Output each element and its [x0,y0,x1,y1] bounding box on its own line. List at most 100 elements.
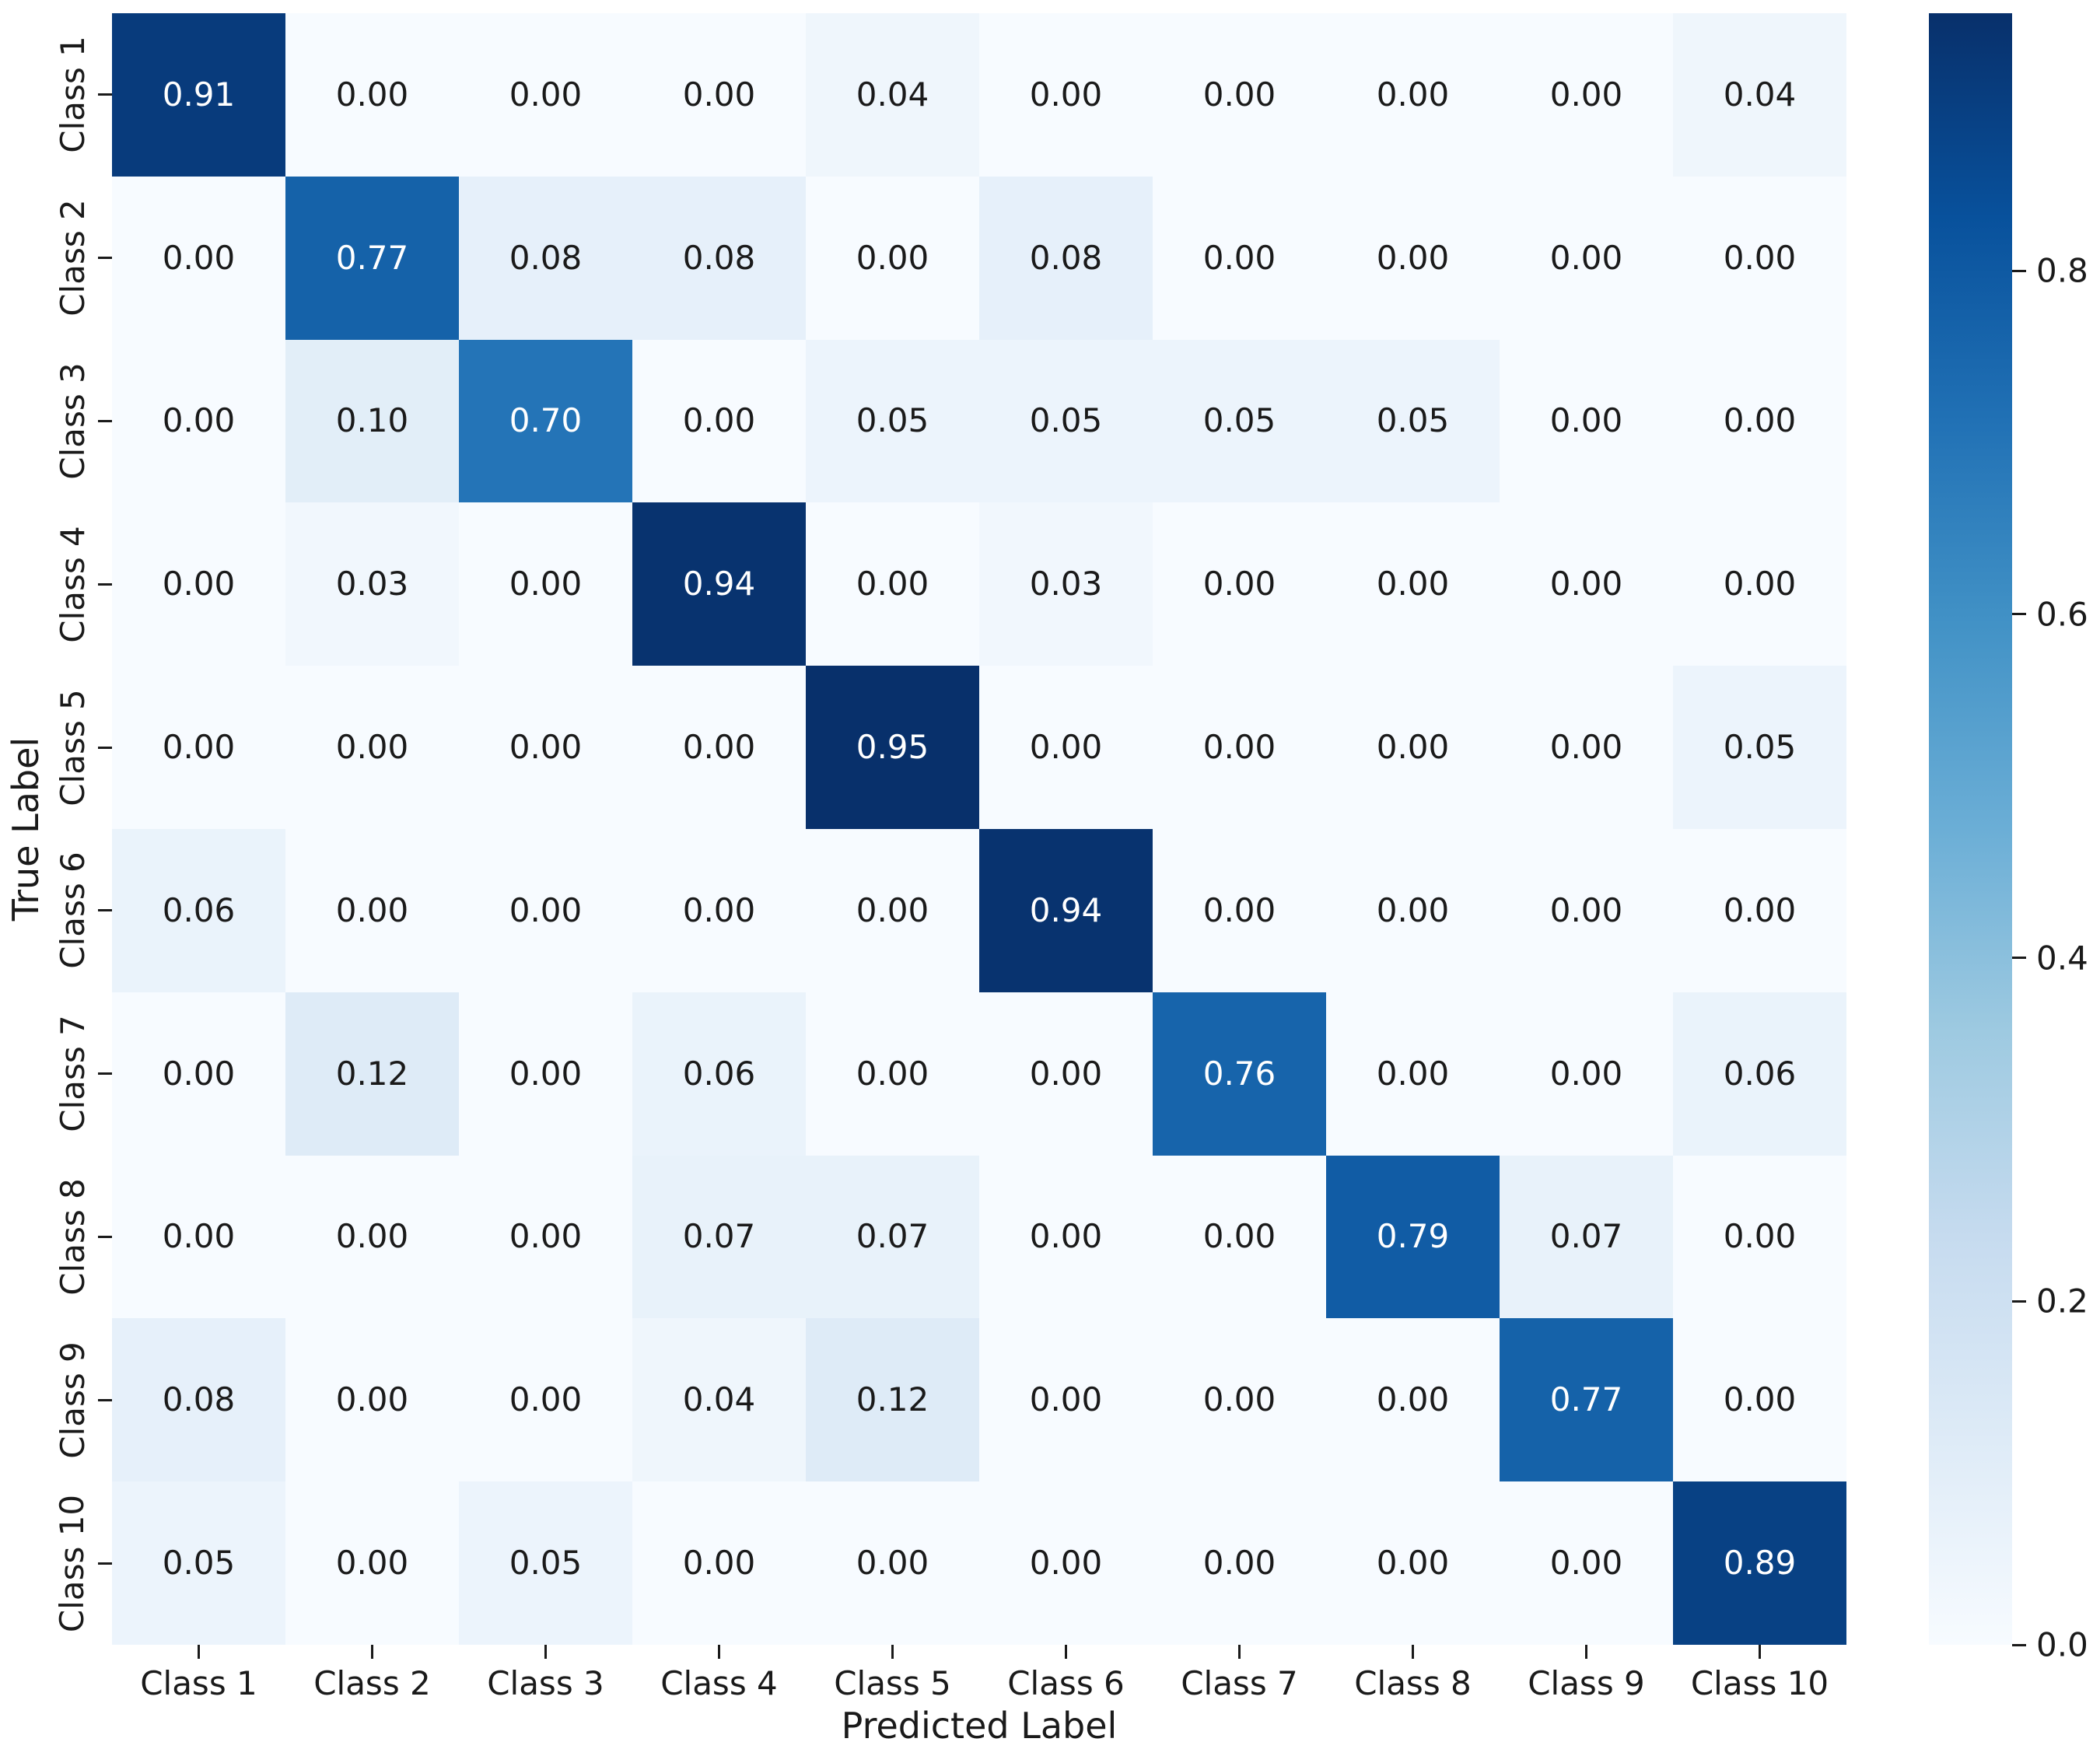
cell-value: 0.00 [682,75,756,114]
heatmap-cell: 0.00 [806,1481,979,1645]
x-tick-label: Class 6 [1007,1664,1125,1702]
heatmap-cell: 0.06 [1673,992,1846,1156]
heatmap-cell: 0.00 [1500,829,1673,992]
cell-value: 0.76 [1202,1054,1276,1093]
heatmap-cell: 0.00 [1673,339,1846,503]
heatmap-cell: 0.00 [1153,829,1326,992]
heatmap-cell: 0.00 [459,13,632,177]
cell-value: 0.00 [682,890,756,929]
cell-value: 0.04 [856,75,929,114]
heatmap-cell: 0.77 [1500,1318,1673,1482]
heatmap-cell: 0.70 [459,339,632,503]
heatmap-cell: 0.00 [459,992,632,1156]
y-tick-mark [98,1072,112,1076]
heatmap-cell: 0.00 [112,992,285,1156]
heatmap-cell: 0.00 [1326,992,1500,1156]
cell-value: 0.03 [1029,565,1103,603]
heatmap-cell: 0.00 [1673,176,1846,340]
y-tick-mark [98,93,112,96]
x-axis-title: Predicted Label [841,1705,1118,1747]
cell-value: 0.00 [509,1380,583,1419]
cell-value: 0.00 [335,1217,409,1256]
heatmap-cell: 0.00 [806,176,979,340]
heatmap-cell: 0.12 [806,1318,979,1482]
cell-value: 0.89 [1723,1544,1797,1583]
cell-value: 0.00 [856,238,929,277]
cell-value: 0.79 [1376,1217,1450,1256]
heatmap-cell: 0.00 [1326,176,1500,340]
cell-value: 0.05 [1723,728,1797,767]
heatmap-cell: 0.07 [1500,1155,1673,1319]
heatmap-cell: 0.00 [1500,339,1673,503]
heatmap-cell: 0.05 [1673,666,1846,829]
cell-value: 0.70 [509,401,583,440]
cell-value: 0.00 [335,1380,409,1419]
heatmap-cell: 0.06 [632,992,806,1156]
y-tick-label-text: Class 3 [53,362,92,480]
heatmap-cell: 0.91 [112,13,285,177]
heatmap-cell: 0.94 [979,829,1153,992]
heatmap-cell: 0.08 [112,1318,285,1482]
heatmap-cell: 0.00 [459,1318,632,1482]
cell-value: 0.00 [335,75,409,114]
heatmap-cell: 0.00 [112,502,285,666]
cell-value: 0.00 [162,1054,236,1093]
y-tick-label-text: Class 6 [53,852,92,970]
heatmap-cell: 0.79 [1326,1155,1500,1319]
cell-value: 0.00 [1549,401,1623,440]
heatmap-cell: 0.76 [1153,992,1326,1156]
heatmap-cell: 0.00 [285,666,459,829]
cell-value: 0.00 [162,1217,236,1256]
heatmap-cell: 0.00 [459,829,632,992]
cell-value: 0.00 [856,1054,929,1093]
y-tick-mark [98,1398,112,1401]
cell-value: 0.00 [335,890,409,929]
cell-value: 0.00 [1376,1380,1450,1419]
cell-value: 0.00 [1723,890,1797,929]
cell-value: 0.00 [1202,1217,1276,1256]
colorbar-tick-mark [2012,613,2026,616]
heatmap-cell: 0.89 [1673,1481,1846,1645]
cell-value: 0.00 [335,728,409,767]
x-tick-mark [544,1645,547,1659]
x-tick-label: Class 7 [1181,1664,1298,1702]
cell-value: 0.05 [856,401,929,440]
cell-value: 0.94 [682,565,756,603]
heatmap-cell: 0.00 [1326,1481,1500,1645]
cell-value: 0.00 [1549,728,1623,767]
heatmap-cell: 0.05 [459,1481,632,1645]
heatmap-cell: 0.08 [979,176,1153,340]
y-tick-label-text: Class 1 [53,36,92,154]
heatmap-cell: 0.00 [632,339,806,503]
heatmap-cell: 0.04 [1673,13,1846,177]
cell-value: 0.00 [162,565,236,603]
cell-value: 0.00 [1029,1380,1103,1419]
cell-value: 0.05 [509,1544,583,1583]
heatmap-cell: 0.00 [1326,502,1500,666]
colorbar-tick-label: 0.2 [2036,1282,2088,1320]
x-tick-label: Class 2 [313,1664,431,1702]
heatmap-cell: 0.00 [1673,1318,1846,1482]
cell-value: 0.00 [509,890,583,929]
cell-value: 0.08 [682,238,756,277]
heatmap-grid: 0.91 0.00 0.00 0.00 0.04 0.00 0.00 0.00 0.00 0.04… [112,13,1846,1645]
heatmap-cell: 0.00 [112,176,285,340]
heatmap-cell: 0.00 [1500,176,1673,340]
cell-value: 0.00 [509,75,583,114]
heatmap-cell: 0.00 [285,829,459,992]
heatmap-cell: 0.00 [1673,502,1846,666]
heatmap-cell: 0.00 [1500,666,1673,829]
x-tick-mark [1412,1645,1414,1659]
cell-value: 0.05 [1376,401,1450,440]
cell-value: 0.05 [1202,401,1276,440]
heatmap-cell: 0.00 [632,1481,806,1645]
heatmap-cell: 0.00 [1153,13,1326,177]
colorbar-tick-mark [2012,269,2026,272]
heatmap-cell: 0.00 [285,13,459,177]
heatmap-cell: 0.05 [112,1481,285,1645]
x-tick-label: Class 3 [487,1664,604,1702]
y-tick-mark [98,420,112,422]
heatmap-cell: 0.00 [1500,1481,1673,1645]
heatmap-cell: 0.03 [285,502,459,666]
cell-value: 0.00 [1029,1054,1103,1093]
